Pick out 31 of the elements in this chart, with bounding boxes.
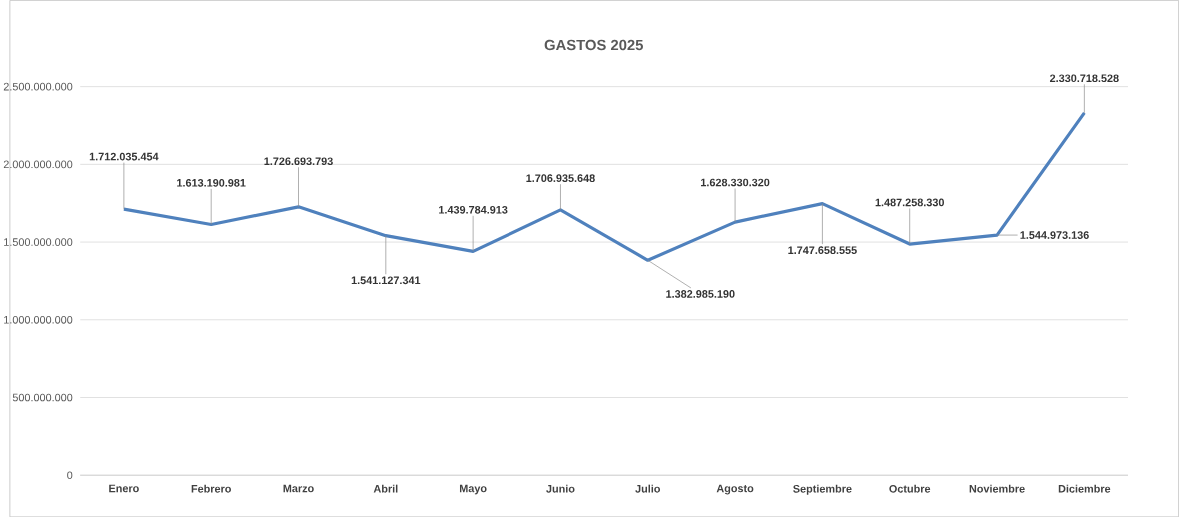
data-label: 1.628.330.320 <box>701 178 770 187</box>
x-tick-label: Junio <box>546 484 575 493</box>
x-tick-label: Septiembre <box>793 484 852 495</box>
data-label: 1.541.127.341 <box>351 276 421 285</box>
x-tick-label: Mayo <box>459 484 487 495</box>
data-label: 1.487.258.330 <box>875 198 944 207</box>
x-tick-label: Diciembre <box>1058 484 1111 493</box>
x-tick-label: Abril <box>373 484 398 493</box>
y-tick-label: 2.500.000.000 <box>3 82 73 91</box>
y-tick-label: 500.000.000 <box>12 393 73 402</box>
data-label: 2.330.718.528 <box>1049 74 1119 82</box>
x-tick-label: Enero <box>109 484 139 493</box>
y-tick-label: 2.000.000.000 <box>3 160 73 169</box>
x-tick-label: Marzo <box>283 484 314 493</box>
data-label: 1.706.935.648 <box>526 174 595 182</box>
x-tick-label: Febrero <box>191 484 231 493</box>
data-label: 1.613.190.981 <box>177 178 246 187</box>
y-tick-label: 1.500.000.000 <box>4 238 73 246</box>
data-label: 1.439.784.913 <box>439 205 508 214</box>
data-label: 1.747.658.555 <box>788 246 857 254</box>
x-tick-label: Octubre <box>889 484 931 493</box>
x-tick-label: Julio <box>635 484 661 493</box>
x-tick-label: Agosto <box>716 484 754 495</box>
y-tick-label: 1.000.000.000 <box>4 315 73 324</box>
chart-title: GASTOS 2025 <box>544 39 643 51</box>
data-label: 1.544.973.136 <box>1020 231 1089 239</box>
data-label: 1.382.985.190 <box>666 289 735 298</box>
y-tick-label: 0 <box>67 471 73 479</box>
data-label: 1.712.035.454 <box>89 152 159 161</box>
data-label: 1.726.693.793 <box>264 157 333 165</box>
x-tick-label: Noviembre <box>969 484 1025 493</box>
